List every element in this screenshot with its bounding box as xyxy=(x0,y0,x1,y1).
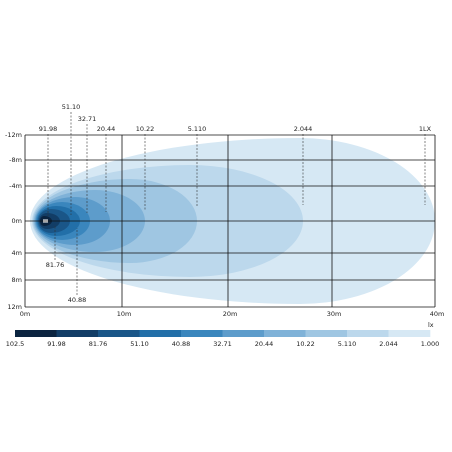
contour-label: 2.044 xyxy=(294,125,313,133)
x-tick-label: 30m xyxy=(327,310,342,318)
legend-swatch xyxy=(388,330,431,337)
y-tick-label: 4m xyxy=(12,249,22,257)
contour-label: 5.110 xyxy=(188,125,207,133)
grid xyxy=(24,134,436,308)
contour-label: 40.88 xyxy=(68,296,87,304)
legend-unit: lx xyxy=(428,321,434,329)
legend-label: 5.110 xyxy=(338,340,357,348)
y-tick-label: -4m xyxy=(9,182,22,190)
legend-swatch xyxy=(181,330,223,337)
legend-swatch xyxy=(15,330,57,337)
legend-label: 10.22 xyxy=(296,340,315,348)
contour-label: 20.44 xyxy=(97,125,116,133)
contour-label: 51.10 xyxy=(62,103,81,111)
legend-label: 1.000 xyxy=(421,340,440,348)
legend-label: 51.10 xyxy=(130,340,149,348)
legend: 102.5 91.98 81.76 51.10 40.88 32.71 20.44 10.22… xyxy=(6,321,440,348)
legend-label: 102.5 xyxy=(6,340,25,348)
legend-swatch xyxy=(56,330,99,337)
legend-label: 32.71 xyxy=(213,340,232,348)
legend-label: 2.044 xyxy=(379,340,398,348)
contour-label: 32.71 xyxy=(78,115,97,123)
legend-swatch xyxy=(222,330,265,337)
legend-label: 91.98 xyxy=(47,340,66,348)
legend-label: 20.44 xyxy=(255,340,274,348)
legend-label: 40.88 xyxy=(172,340,191,348)
legend-label: 81.76 xyxy=(89,340,108,348)
x-tick-label: 0m xyxy=(20,310,30,318)
y-tick-label: -12m xyxy=(5,131,22,139)
y-tick-label: -8m xyxy=(9,156,22,164)
legend-swatch xyxy=(98,330,140,337)
contour-label: 10.22 xyxy=(136,125,155,133)
legend-swatch xyxy=(139,330,182,337)
contour-label: 1LX xyxy=(419,125,432,133)
x-tick-label: 20m xyxy=(223,310,238,318)
contour-label: 81.76 xyxy=(46,261,65,269)
legend-swatch xyxy=(347,330,389,337)
y-tick-label: 8m xyxy=(12,276,22,284)
x-tick-label: 40m xyxy=(430,310,445,318)
legend-swatch xyxy=(305,330,348,337)
contour-label: 91.98 xyxy=(39,125,58,133)
y-tick-label: 0m xyxy=(12,217,22,225)
y-tick-label: 12m xyxy=(7,303,22,311)
legend-swatch xyxy=(264,330,306,337)
x-tick-label: 10m xyxy=(117,310,132,318)
